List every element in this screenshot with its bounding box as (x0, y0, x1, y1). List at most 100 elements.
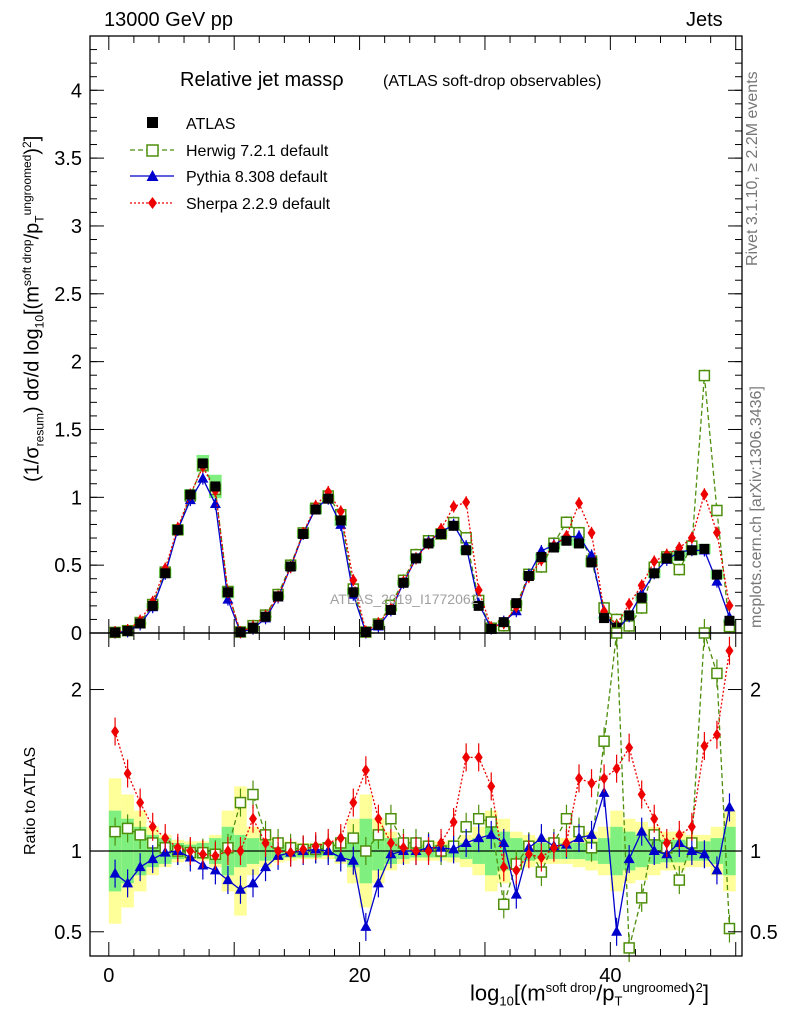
ratio-point-pythia (234, 883, 246, 894)
ratio-point-pythia (535, 832, 547, 843)
series-point-sherpa (700, 488, 709, 501)
ratio-point-pythia (711, 864, 723, 875)
rivet-version-label: Rivet 3.1.10, ≥ 2.2M events (744, 71, 761, 266)
data-point (536, 552, 547, 563)
ratio-point-sherpa (675, 828, 684, 841)
ratio-point-sherpa (136, 796, 145, 809)
ratio-point-sherpa (311, 840, 320, 853)
ratio-point-pythia (636, 825, 648, 836)
data-point (411, 553, 421, 564)
ratio-y-axis-label: Ratio to ATLAS (22, 746, 39, 855)
series-point-sherpa (474, 584, 483, 597)
main-ytick-label: 3.5 (54, 148, 82, 170)
ratio-point-sherpa (449, 815, 458, 828)
series-point-sherpa (587, 526, 596, 539)
data-point (511, 598, 522, 609)
series-point-sherpa (650, 555, 659, 568)
axes: 00.511.522.533.540.5 0.51 12 20 20 40 (54, 35, 778, 987)
ratio-point-sherpa (236, 845, 245, 858)
ratio-point-sherpa (650, 812, 659, 825)
data-point (486, 623, 497, 634)
ratio-plot-area (90, 619, 742, 962)
ratio-point-sherpa (173, 841, 182, 854)
ratio-point-sherpa (386, 836, 395, 849)
data-point (561, 535, 572, 546)
ratio-point-herwig (134, 829, 146, 841)
series-point-pythia (573, 530, 585, 541)
chart-subtitle: (ATLAS soft-drop observables) (383, 73, 601, 90)
ratio-point-pythia (347, 854, 359, 865)
data-point (711, 569, 722, 580)
data-point (222, 587, 233, 598)
ratio-point-sherpa (186, 845, 195, 858)
category-label: Jets (686, 9, 723, 31)
series-point-sherpa (449, 500, 458, 513)
ratio-point-herwig (234, 796, 247, 809)
ratio-point-pythia (723, 801, 735, 812)
ratio-point-herwig (598, 735, 610, 747)
ratio-point-herwig (711, 667, 723, 680)
y-axis-label: (1/σresum) dσ/d log10[(msoft drop/pTungr… (20, 135, 47, 482)
ratio-point-sherpa (399, 841, 408, 854)
ratio-point-herwig (385, 812, 397, 825)
ratio-ytick-label-right: 2 (750, 680, 761, 702)
data-point (599, 613, 610, 624)
ratio-point-pythia (109, 867, 121, 878)
ratio-point-pythia (698, 848, 710, 859)
ratio-point-pythia (122, 877, 134, 888)
ratio-point-sherpa (600, 772, 609, 785)
data-point (197, 458, 208, 469)
ratio-ytick-label: 0.5 (54, 922, 82, 944)
ratio-ytick-label: 2 (71, 680, 82, 702)
ratio-point-herwig (498, 898, 510, 911)
ratio-point-sherpa (575, 772, 583, 785)
xtick-label: 20 (348, 965, 370, 987)
ratio-point-sherpa (374, 812, 383, 825)
main-ytick-label: 4 (71, 80, 82, 102)
data-point (423, 538, 434, 549)
ratio-point-sherpa (662, 836, 671, 849)
series-point-pythia (197, 472, 209, 483)
ratio-point-pythia (611, 925, 623, 936)
ratio-point-pythia (573, 832, 585, 843)
series-point-pythia (209, 498, 221, 509)
series-point-pythia (711, 575, 723, 586)
legend-marker-atlas (147, 117, 158, 128)
ratio-point-pythia (485, 828, 497, 839)
legend-label-pythia: Pythia 8.308 default (186, 169, 328, 186)
series-point-sherpa (625, 598, 634, 611)
ratio-point-sherpa (111, 725, 120, 738)
data-point (436, 528, 447, 539)
series-point-sherpa (725, 599, 734, 612)
ratio-point-pythia (686, 845, 698, 856)
ratio-point-pythia (623, 853, 635, 864)
series-point-herwig (698, 369, 711, 382)
ratio-point-sherpa (412, 845, 420, 858)
data-point (674, 550, 685, 561)
ratio-point-sherpa (223, 845, 232, 858)
watermark: ATLAS_2019_I1772062 (330, 591, 479, 607)
series-point-sherpa (349, 574, 358, 587)
data-point (147, 600, 158, 611)
series-point-pythia (586, 549, 598, 560)
data-point (248, 622, 258, 633)
main-ytick-label: 0 (71, 623, 82, 645)
data-point (235, 627, 246, 638)
ratio-point-herwig (121, 822, 134, 835)
ratio-point-sherpa (474, 751, 483, 764)
data-point (473, 600, 484, 611)
data-point (285, 561, 296, 572)
series-point-sherpa (575, 497, 583, 510)
ratio-point-sherpa (587, 777, 596, 790)
ratio-point-sherpa (336, 832, 345, 845)
ratio-point-sherpa (625, 741, 634, 754)
legend-marker-herwig (146, 144, 159, 157)
data-point (323, 493, 334, 504)
ratio-point-herwig (347, 832, 360, 844)
legend-marker-sherpa (148, 197, 157, 209)
data-point (461, 545, 472, 556)
series-point-herwig (711, 504, 723, 517)
ratio-point-sherpa (249, 812, 257, 825)
ratio-point-herwig (723, 922, 736, 935)
ratio-point-pythia (222, 874, 234, 885)
